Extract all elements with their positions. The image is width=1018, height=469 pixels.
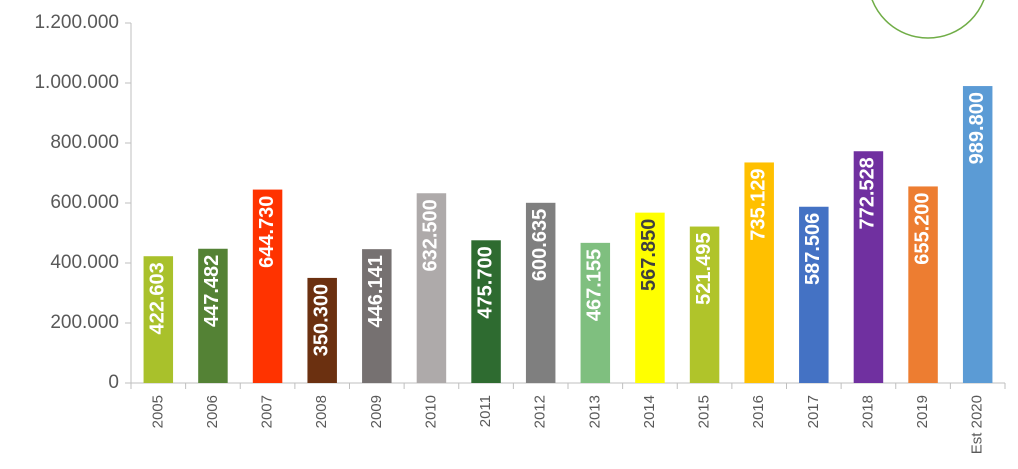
x-tick-label: 2012 xyxy=(532,395,549,428)
bar xyxy=(744,162,774,383)
bar xyxy=(853,151,884,383)
bar xyxy=(362,249,392,383)
y-tick-label: 800.000 xyxy=(50,132,119,153)
y-tick-label: 0 xyxy=(108,372,119,393)
data-label: 644.730 xyxy=(256,196,278,268)
x-tick-label: 2006 xyxy=(204,395,221,428)
y-tick-label: 400.000 xyxy=(50,252,119,273)
data-label: 350.300 xyxy=(310,284,332,356)
data-label: 587.506 xyxy=(802,213,824,285)
bar xyxy=(689,226,720,383)
data-label: 467.155 xyxy=(584,249,606,321)
x-tick-label: 2010 xyxy=(422,395,439,428)
x-tick-label: 2009 xyxy=(368,395,385,428)
x-tick-label: 2017 xyxy=(805,395,822,428)
bar xyxy=(471,240,501,383)
bar xyxy=(525,202,556,383)
x-tick-label: 2005 xyxy=(149,395,166,428)
x-tick-label: 2015 xyxy=(696,395,713,428)
data-label: 989.800 xyxy=(966,92,988,164)
data-label: 632.500 xyxy=(420,199,442,271)
bar xyxy=(799,206,829,383)
data-label: 521.495 xyxy=(693,233,715,305)
x-tick-label: 2013 xyxy=(586,395,603,428)
x-tick-label: 2018 xyxy=(859,395,876,428)
bar xyxy=(198,248,228,383)
x-tick-label: 2016 xyxy=(750,395,767,428)
bar xyxy=(143,256,174,383)
data-label: 567.850 xyxy=(638,219,660,291)
data-label: 447.482 xyxy=(201,255,223,327)
y-tick-label: 600.000 xyxy=(50,192,119,213)
y-tick-label: 1.200.000 xyxy=(34,12,119,33)
data-label: 475.700 xyxy=(474,246,496,318)
data-label: 446.141 xyxy=(365,255,387,327)
bar xyxy=(908,186,938,383)
x-tick-label: 2014 xyxy=(641,395,658,428)
data-label: 735.129 xyxy=(747,168,769,240)
x-tick-label: 2007 xyxy=(259,395,276,428)
y-tick-label: 200.000 xyxy=(50,312,119,333)
bar xyxy=(252,189,283,383)
bar xyxy=(580,242,611,383)
data-label: 600.635 xyxy=(529,209,551,281)
data-label: 655.200 xyxy=(911,192,933,264)
x-tick-label: Est 2020 xyxy=(969,395,986,454)
data-label: 422.603 xyxy=(147,262,169,334)
bar xyxy=(962,86,993,383)
y-tick-label: 1.000.000 xyxy=(34,72,119,93)
bar xyxy=(416,193,447,383)
x-tick-label: 2019 xyxy=(914,395,931,428)
data-label: 772.528 xyxy=(857,157,879,229)
bar xyxy=(307,277,337,383)
x-tick-label: 2008 xyxy=(313,395,330,428)
bar xyxy=(635,212,665,383)
decoration-circle xyxy=(871,0,985,39)
x-tick-label: 2011 xyxy=(477,395,494,427)
